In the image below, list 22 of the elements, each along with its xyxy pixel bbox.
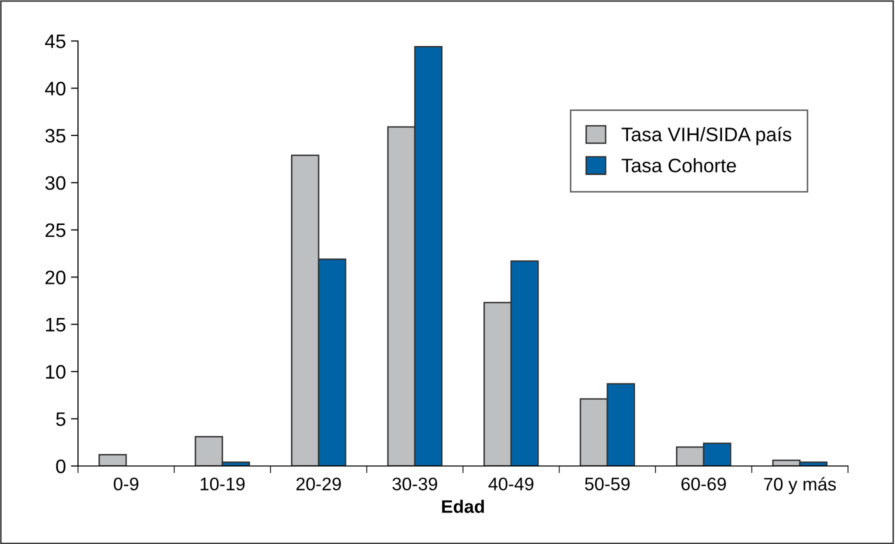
x-tick-label: 50-59 bbox=[585, 478, 630, 490]
x-tick-label: 0-9 bbox=[114, 478, 138, 490]
y-tick-label: 10 bbox=[46, 365, 66, 379]
y-tick-label: 45 bbox=[45, 34, 66, 48]
x-tick-label: 30-39 bbox=[392, 478, 438, 490]
bar bbox=[98, 454, 127, 466]
x-axis-title: Edad bbox=[442, 500, 484, 513]
x-tick-label: 20-29 bbox=[296, 478, 341, 490]
x-tick-label: 40-49 bbox=[488, 478, 534, 490]
x-tick-label: 10-19 bbox=[200, 478, 245, 490]
y-tick-label: 40 bbox=[45, 82, 66, 96]
legend-label: Tasa VIH/SIDA país bbox=[622, 126, 792, 146]
y-tick-label: 25 bbox=[46, 223, 66, 238]
x-tick-label: 70 y más bbox=[764, 477, 836, 494]
y-tick-label: 20 bbox=[46, 270, 66, 284]
y-tick-label: 15 bbox=[46, 318, 66, 332]
y-tick-label: 35 bbox=[45, 128, 66, 143]
y-tick-label: 0 bbox=[56, 459, 66, 474]
x-tick-label: 60-69 bbox=[681, 478, 726, 490]
legend-label: Tasa Cohorte bbox=[622, 158, 736, 172]
y-tick-label: 5 bbox=[56, 412, 66, 426]
y-tick-label: 30 bbox=[45, 176, 66, 190]
